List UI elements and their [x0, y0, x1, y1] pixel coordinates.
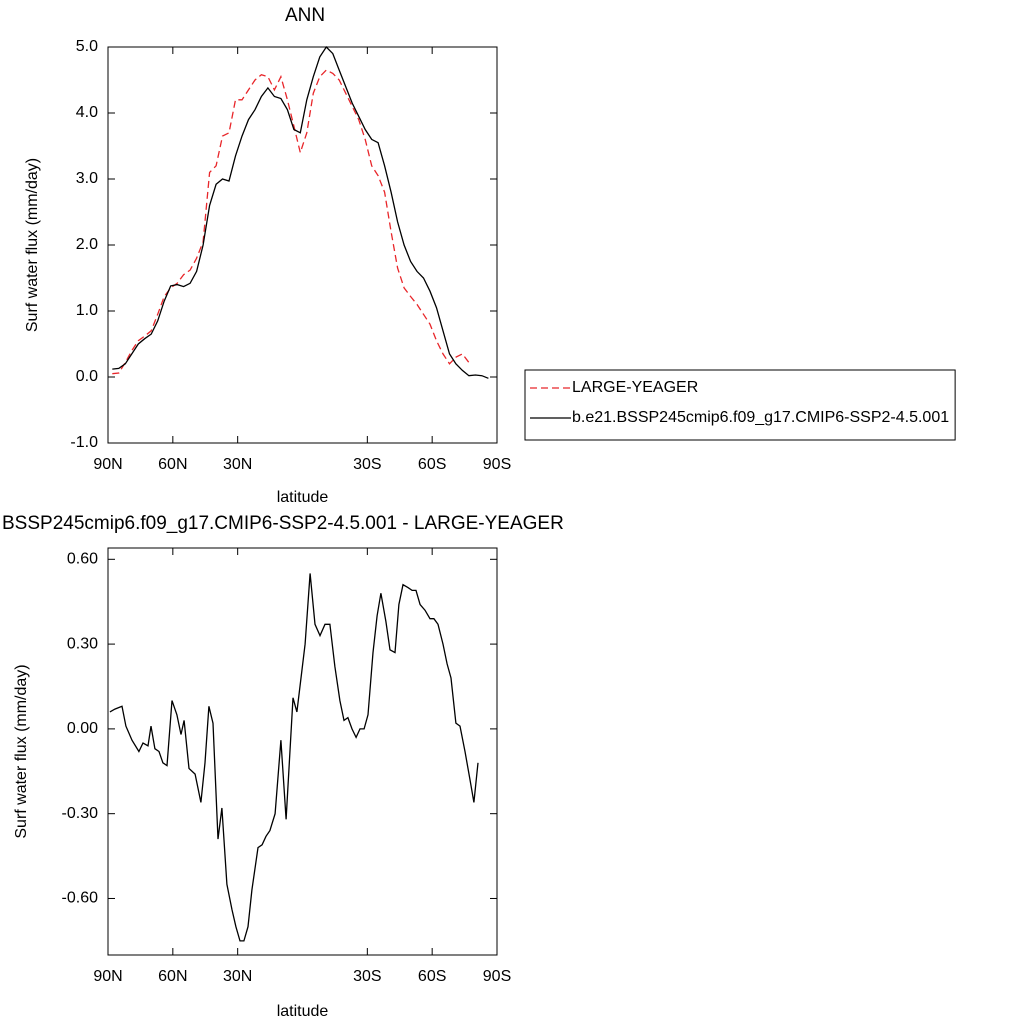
- plot-frame: [107, 46, 498, 444]
- legend-frame: [524, 369, 956, 441]
- y-tick-label: -0.30: [62, 805, 99, 822]
- plot-frame: [107, 547, 498, 956]
- chart-title: BSSP245cmip6.f09_g17.CMIP6-SSP2-4.5.001 …: [2, 513, 564, 534]
- y-tick-label: -1.0: [70, 434, 98, 451]
- x-tick-label: 90N: [93, 968, 122, 985]
- x-tick-label: 60S: [418, 968, 446, 985]
- x-tick-label: 60N: [158, 968, 187, 985]
- y-tick-label: 3.0: [76, 170, 98, 187]
- y-axis-label: Surf water flux (mm/day): [13, 664, 30, 838]
- x-tick-label: 90S: [483, 456, 511, 473]
- y-tick-label: 0.60: [67, 551, 98, 568]
- y-tick-label: 0.00: [67, 720, 98, 737]
- legend-label: b.e21.BSSP245cmip6.f09_g17.CMIP6-SSP2-4.…: [572, 409, 949, 426]
- x-axis-label: latitude: [277, 489, 329, 506]
- y-tick-label: 4.0: [76, 104, 98, 121]
- x-tick-label: 30S: [353, 968, 381, 985]
- x-tick-label: 90N: [93, 456, 122, 473]
- x-tick-label: 30N: [223, 968, 252, 985]
- x-tick-label: 60N: [158, 456, 187, 473]
- x-tick-label: 30N: [223, 456, 252, 473]
- data-line: [112, 69, 470, 375]
- legend: LARGE-YEAGER b.e21.BSSP245cmip6.f09_g17.C…: [524, 369, 956, 441]
- chart-title: ANN: [285, 5, 325, 26]
- y-tick-label: 0.30: [67, 635, 98, 652]
- x-tick-label: 60S: [418, 456, 446, 473]
- y-tick-label: 2.0: [76, 236, 98, 253]
- x-tick-label: 30S: [353, 456, 381, 473]
- x-axis-label: latitude: [277, 1003, 329, 1020]
- data-line: [109, 573, 479, 942]
- data-line: [112, 45, 489, 379]
- x-tick-label: 90S: [483, 968, 511, 985]
- legend-label: LARGE-YEAGER: [572, 379, 698, 396]
- y-tick-label: 1.0: [76, 302, 98, 319]
- y-tick-label: 0.0: [76, 368, 98, 385]
- y-tick-label: 5.0: [76, 38, 98, 55]
- y-axis-label: Surf water flux (mm/day): [24, 158, 41, 332]
- y-tick-label: -0.60: [62, 890, 99, 907]
